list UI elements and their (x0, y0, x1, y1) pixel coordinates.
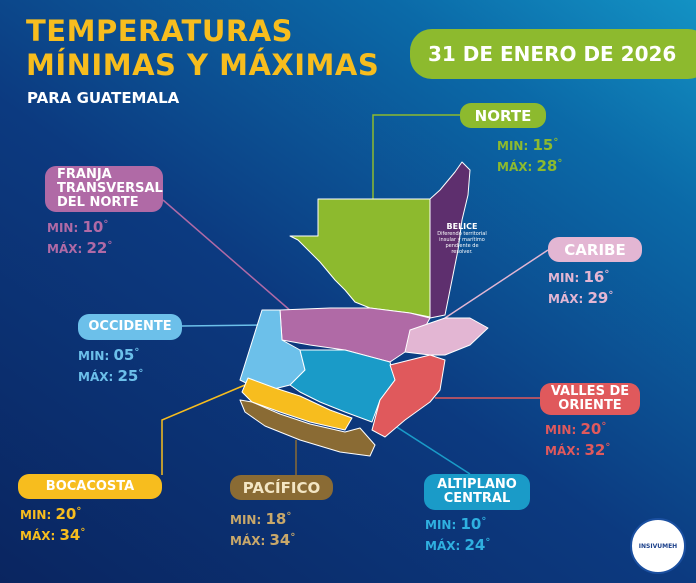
badge-franja: FRANJA TRANSVERSAL DEL NORTE (45, 166, 163, 212)
region-norte (289, 198, 431, 318)
badge-bocacosta: BOCACOSTA (18, 474, 162, 499)
temperature-label: MIN: (230, 513, 262, 527)
page-title: TEMPERATURAS MÍNIMAS Y MÁXIMAS (26, 14, 379, 82)
temperature-label: MÁX: (425, 539, 461, 553)
temperature-label: MÁX: (230, 534, 266, 548)
degree-symbol: ° (107, 240, 113, 251)
degree-symbol: ° (604, 269, 610, 280)
temps-franja: MIN: 10° MÁX: 22° (47, 216, 112, 258)
region-valles (371, 354, 446, 438)
date-badge: 31 DE ENERO DE 2026 (410, 29, 696, 79)
leader-line-franja (162, 199, 293, 313)
temperature-label: MÁX: (20, 529, 56, 543)
temperature-label: MÁX: (78, 370, 114, 384)
temperature-value: 16 (583, 268, 605, 286)
temperature-label: MÁX: (47, 242, 83, 256)
temps-altiplano: MIN: 10° MÁX: 24° (425, 513, 490, 555)
region-pacifico (239, 399, 376, 457)
region-altiplano (289, 349, 396, 423)
temps-occidente: MIN: 05° MÁX: 25° (78, 344, 143, 386)
degree-symbol: ° (286, 511, 292, 522)
leader-line-norte (372, 114, 460, 199)
degree-symbol: ° (608, 290, 614, 301)
temps-norte: MIN: 15° MÁX: 28° (497, 134, 562, 176)
temperature-value: 20 (55, 505, 77, 523)
region-belice (429, 161, 471, 319)
temperature-value: 34 (269, 531, 291, 549)
temperature-value: 34 (59, 526, 81, 544)
degree-symbol: ° (80, 527, 86, 538)
temperature-value: 18 (265, 510, 287, 528)
belice-note: Diferendo territorial insular y marítimo… (437, 231, 487, 255)
temperature-value: 25 (117, 367, 139, 385)
subtitle: PARA GUATEMALA (27, 89, 180, 107)
temps-caribe: MIN: 16° MÁX: 29° (548, 266, 613, 308)
badge-occidente: OCCIDENTE (78, 314, 182, 340)
temperature-value: 10 (82, 218, 104, 236)
belice-name: BELICE (446, 222, 478, 231)
temperature-value: 29 (587, 289, 609, 307)
temperature-label: MIN: (497, 139, 529, 153)
title-line-1: TEMPERATURAS (26, 14, 294, 48)
temperature-value: 24 (464, 536, 486, 554)
temperature-value: 22 (86, 239, 108, 257)
temperature-label: MÁX: (548, 292, 584, 306)
temperature-label: MÁX: (545, 444, 581, 458)
temperature-label: MIN: (78, 349, 110, 363)
degree-symbol: ° (553, 137, 559, 148)
temperature-value: 32 (584, 441, 606, 459)
badge-caribe: CARIBE (548, 237, 642, 262)
title-line-2: MÍNIMAS Y MÁXIMAS (26, 48, 380, 82)
temperature-label: MÁX: (497, 160, 533, 174)
degree-symbol: ° (138, 368, 144, 379)
temps-valles: MIN: 20° MÁX: 32° (545, 418, 610, 460)
belice-label: BELICE Diferendo territorial insular y m… (436, 222, 488, 255)
badge-norte: NORTE (460, 103, 546, 128)
temperature-label: MIN: (548, 271, 580, 285)
logo-text: INSIVUMEH (638, 542, 678, 550)
leader-line-bocacosta (161, 384, 246, 475)
temperature-value: 28 (536, 157, 558, 175)
badge-valles: VALLES DE ORIENTE (540, 383, 640, 415)
degree-symbol: ° (485, 537, 491, 548)
insivumeh-logo: INSIVUMEH (630, 518, 686, 574)
temperature-label: MIN: (47, 221, 79, 235)
badge-pacifico: PACÍFICO (230, 475, 333, 500)
badge-altiplano: ALTIPLANO CENTRAL (424, 474, 530, 510)
degree-symbol: ° (290, 532, 296, 543)
leader-line-caribe (444, 249, 549, 319)
temperature-value: 10 (460, 515, 482, 533)
degree-symbol: ° (103, 219, 109, 230)
degree-symbol: ° (76, 506, 82, 517)
degree-symbol: ° (481, 516, 487, 527)
temperature-value: 20 (580, 420, 602, 438)
temperature-label: MIN: (20, 508, 52, 522)
temperature-label: MIN: (425, 518, 457, 532)
degree-symbol: ° (134, 347, 140, 358)
temperature-value: 05 (113, 346, 135, 364)
temperature-value: 15 (532, 136, 554, 154)
region-bocacosta (241, 377, 353, 431)
temperature-label: MIN: (545, 423, 577, 437)
temps-pacifico: MIN: 18° MÁX: 34° (230, 508, 295, 550)
temps-bocacosta: MIN: 20° MÁX: 34° (20, 503, 85, 545)
degree-symbol: ° (601, 421, 607, 432)
leader-line-occidente (181, 324, 266, 327)
degree-symbol: ° (605, 442, 611, 453)
region-caribe (404, 317, 489, 356)
degree-symbol: ° (557, 158, 563, 169)
